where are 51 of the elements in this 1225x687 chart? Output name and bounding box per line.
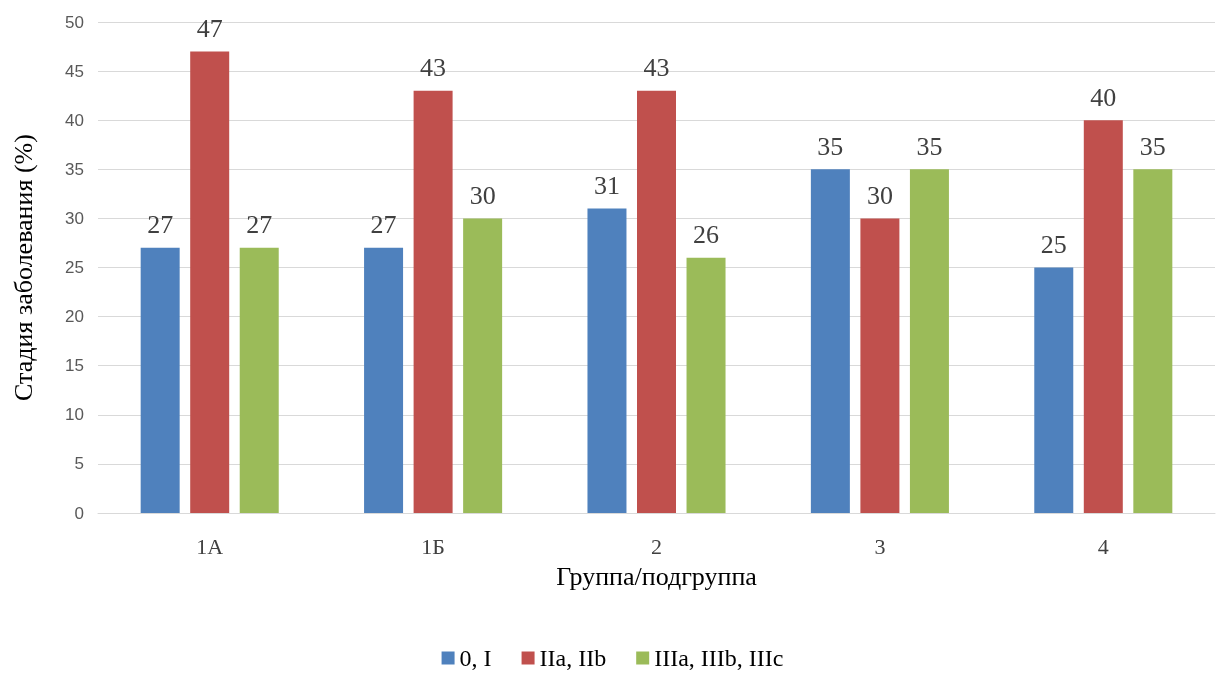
legend-label: 0, I: [459, 645, 492, 671]
data-label: 43: [643, 53, 670, 83]
data-label: 43: [420, 53, 447, 83]
y-tick-label: 25: [65, 258, 84, 277]
bar: [190, 51, 230, 513]
y-tick-label: 5: [74, 454, 84, 474]
data-label: 35: [817, 131, 844, 161]
bar: [686, 257, 726, 513]
bar: [1133, 169, 1173, 513]
data-label: 27: [147, 210, 174, 240]
y-tick-label: 40: [65, 110, 84, 130]
bar: [637, 90, 676, 513]
y-tick-label: 35: [65, 159, 84, 179]
x-tick-label: 4: [1097, 533, 1109, 559]
bar: [140, 247, 180, 513]
bar: [1034, 267, 1074, 513]
data-label: 31: [593, 171, 620, 201]
y-tick-label: 10: [65, 405, 84, 425]
y-tick-label: 20: [65, 307, 84, 327]
bar: [413, 90, 453, 513]
legend-label: IIIa, IIIb, IIIc: [654, 645, 784, 671]
y-tick-label: 50: [65, 12, 84, 32]
legend-label: IIa, IIb: [539, 645, 607, 671]
bar: [1083, 120, 1123, 513]
y-axis-title: Стадия заболевания (%): [8, 134, 38, 401]
data-label: 27: [370, 210, 397, 240]
x-axis-title: Группа/подгруппа: [556, 561, 758, 591]
data-label: 27: [246, 210, 273, 240]
data-label: 47: [196, 13, 223, 43]
y-tick-label: 0: [74, 503, 84, 523]
bar: [239, 247, 279, 513]
y-tick-label: 15: [65, 356, 84, 376]
x-tick-label: 1А: [196, 533, 224, 559]
bar: [909, 169, 949, 513]
data-label: 35: [1139, 131, 1166, 161]
data-label: 25: [1040, 230, 1067, 259]
data-label: 35: [916, 131, 943, 161]
bar: [860, 218, 900, 513]
bar: [364, 247, 404, 513]
bar: [587, 208, 627, 513]
y-tick-label: 45: [65, 61, 84, 81]
data-label: 40: [1090, 82, 1117, 112]
y-tick-label: 30: [65, 208, 84, 228]
x-tick-label: 3: [874, 533, 886, 559]
bar: [810, 169, 850, 513]
x-tick-label: 1Б: [421, 533, 445, 559]
data-label: 26: [693, 220, 720, 250]
data-label: 30: [866, 180, 893, 210]
data-label: 30: [469, 180, 496, 210]
bar: [463, 218, 503, 513]
x-tick-label: 2: [651, 533, 662, 559]
